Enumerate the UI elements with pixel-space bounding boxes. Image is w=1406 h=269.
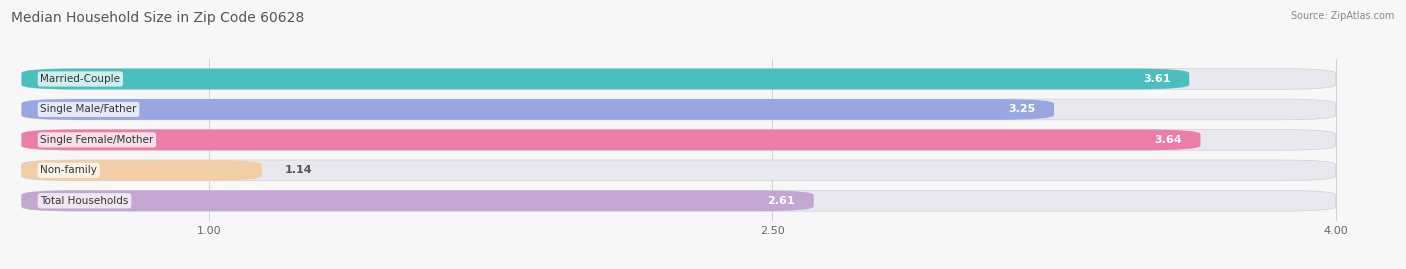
Text: Source: ZipAtlas.com: Source: ZipAtlas.com — [1291, 11, 1395, 21]
Text: 3.64: 3.64 — [1154, 135, 1181, 145]
Text: Non-family: Non-family — [41, 165, 97, 175]
Text: Married-Couple: Married-Couple — [41, 74, 121, 84]
Text: Total Households: Total Households — [41, 196, 129, 206]
FancyBboxPatch shape — [21, 99, 1054, 120]
Text: Single Female/Mother: Single Female/Mother — [41, 135, 153, 145]
FancyBboxPatch shape — [21, 160, 262, 181]
FancyBboxPatch shape — [21, 190, 814, 211]
FancyBboxPatch shape — [21, 190, 1336, 211]
Text: Median Household Size in Zip Code 60628: Median Household Size in Zip Code 60628 — [11, 11, 305, 25]
FancyBboxPatch shape — [21, 69, 1336, 89]
Text: Single Male/Father: Single Male/Father — [41, 104, 136, 114]
FancyBboxPatch shape — [21, 160, 1336, 181]
FancyBboxPatch shape — [21, 99, 1336, 120]
FancyBboxPatch shape — [21, 130, 1336, 150]
Text: 3.61: 3.61 — [1143, 74, 1170, 84]
Text: 3.25: 3.25 — [1008, 104, 1035, 114]
Text: 1.14: 1.14 — [284, 165, 312, 175]
FancyBboxPatch shape — [21, 130, 1201, 150]
FancyBboxPatch shape — [21, 69, 1189, 89]
Text: 2.61: 2.61 — [768, 196, 794, 206]
